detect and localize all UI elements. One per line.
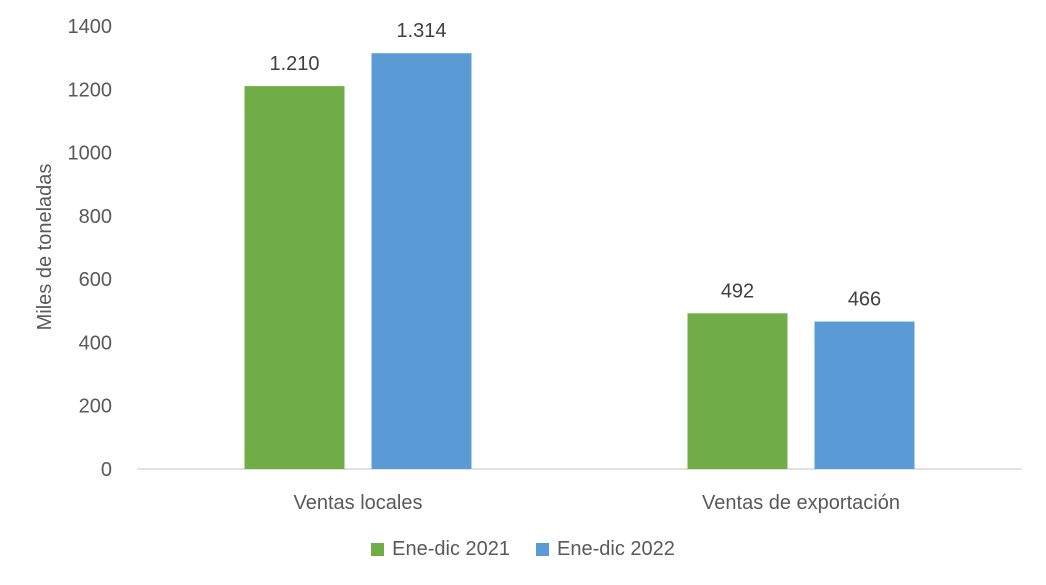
- legend: Ene-dic 2021 Ene-dic 2022: [0, 538, 1046, 561]
- y-tick-label: 1200: [68, 79, 113, 101]
- legend-swatch-icon: [371, 543, 385, 556]
- bar: [244, 86, 345, 469]
- legend-item-2022: Ene-dic 2022: [536, 538, 675, 561]
- bar: [814, 321, 915, 469]
- bar: [371, 53, 472, 469]
- legend-swatch-icon: [536, 543, 549, 556]
- y-tick-label: 400: [79, 332, 112, 354]
- y-tick-label: 600: [79, 269, 112, 291]
- legend-label: Ene-dic 2022: [557, 538, 675, 560]
- data-label: 1.210: [269, 53, 319, 75]
- y-tick-label: 1000: [68, 143, 113, 165]
- y-tick-label: 200: [79, 396, 112, 418]
- y-tick-label: 0: [101, 459, 112, 481]
- category-labels: Ventas locales Ventas de exportación: [294, 492, 900, 514]
- legend-item-2021: Ene-dic 2021: [371, 538, 510, 561]
- category-label: Ventas de exportación: [702, 492, 900, 514]
- y-axis-label: Miles de toneladas: [34, 164, 56, 331]
- y-tick-label: 800: [79, 206, 112, 228]
- bars-group: 1.210 1.314 492 466: [244, 20, 915, 469]
- y-axis: 0 200 400 600 800 1000 1200 1400: [68, 16, 113, 481]
- category-label: Ventas locales: [294, 492, 423, 514]
- data-label: 466: [848, 289, 881, 311]
- data-label: 492: [721, 280, 754, 302]
- y-tick-label: 1400: [68, 16, 113, 38]
- data-label: 1.314: [396, 20, 446, 42]
- bar: [687, 313, 788, 469]
- legend-label: Ene-dic 2021: [392, 538, 510, 560]
